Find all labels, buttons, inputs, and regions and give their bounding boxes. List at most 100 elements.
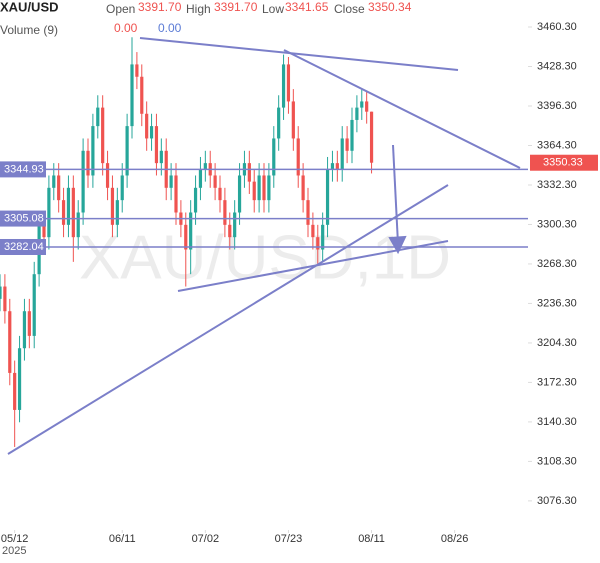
candle-body — [8, 311, 12, 373]
trend-line — [177, 240, 449, 292]
candle-body — [145, 113, 149, 139]
candle-body — [340, 138, 344, 170]
close-value: 3350.34 — [368, 0, 412, 14]
candle-body — [86, 150, 90, 176]
candle-body — [52, 175, 56, 188]
candle-body — [149, 126, 154, 139]
candle-body — [369, 111, 374, 163]
candle-body — [0, 286, 2, 299]
candle-body — [115, 200, 119, 225]
y-tick-label: 3364.30 — [537, 139, 577, 151]
candle-body — [61, 200, 66, 225]
candle-body — [130, 64, 134, 127]
candle-body — [3, 286, 7, 312]
candle-body — [135, 64, 139, 77]
y-tick-label: 3236.30 — [537, 297, 577, 309]
close-label: Close — [334, 2, 365, 16]
candle-body — [267, 175, 271, 201]
trend-line — [283, 49, 521, 169]
candle-body — [174, 175, 178, 213]
candle-body — [96, 107, 100, 127]
candle-body — [228, 224, 232, 238]
y-tick-label: 3108.30 — [537, 455, 577, 467]
high-value: 3391.70 — [214, 0, 258, 14]
candle-body — [365, 101, 369, 112]
candle-body — [257, 175, 261, 201]
candle-body — [335, 163, 339, 170]
y-tick-label: 3300.30 — [537, 218, 577, 230]
candle-body — [125, 126, 129, 176]
candle-body — [13, 372, 17, 410]
y-tick-label: 3076.30 — [537, 495, 577, 507]
x-tick-label: 06/11 — [109, 533, 136, 545]
candle-body — [291, 101, 295, 139]
arrow-head — [388, 235, 407, 255]
candle-body — [22, 311, 27, 349]
y-tick-label: 3140.30 — [537, 416, 577, 428]
candle-body — [105, 163, 110, 188]
open-label: Open — [106, 2, 135, 16]
x-tick-label: 08/26 — [441, 533, 469, 545]
level-label: 3344.93 — [4, 163, 44, 175]
candle-body — [252, 181, 256, 201]
y-tick-label: 3428.30 — [537, 60, 577, 72]
high-label: High — [186, 2, 211, 16]
candle-body — [360, 101, 364, 108]
candle-body — [66, 187, 71, 225]
volume-value: 0.00 — [158, 21, 182, 35]
x-tick-label: 07/02 — [192, 533, 220, 545]
candle-body — [120, 175, 124, 201]
open-value: 3391.70 — [138, 0, 182, 14]
candle-body — [350, 119, 354, 151]
y-tick-label: 3204.30 — [537, 337, 577, 349]
candle-body — [301, 175, 305, 201]
candle-body — [57, 175, 61, 201]
level-tag — [0, 210, 46, 227]
candle-body — [27, 311, 31, 336]
candle-body — [286, 64, 291, 102]
trend-line — [7, 184, 449, 455]
candle-body — [81, 150, 85, 213]
trend-line — [139, 37, 459, 71]
candle-body — [223, 200, 227, 225]
candle-body — [321, 224, 325, 250]
candle-body — [154, 126, 159, 164]
volume-label: Volume (9) — [0, 23, 58, 37]
y-tick-label: 3172.30 — [537, 376, 577, 388]
candle-body — [355, 107, 359, 120]
candle-body — [233, 212, 237, 238]
candle-body — [32, 274, 36, 336]
y-tick-label: 3332.30 — [537, 179, 577, 191]
candle-body — [17, 348, 22, 410]
candle-body — [277, 107, 281, 139]
y-tick-label: 3396.30 — [537, 100, 577, 112]
price-tag-label: 3350.33 — [543, 157, 583, 169]
candle-body — [316, 237, 320, 250]
candle-body — [91, 126, 95, 176]
candle-body — [247, 163, 251, 182]
candle-body — [203, 163, 207, 170]
watermark: XAU/USD,1D — [79, 223, 451, 292]
candle-body — [237, 175, 242, 213]
candle-body — [42, 224, 46, 238]
candle-body — [47, 187, 51, 238]
symbol: XAU/USD — [0, 0, 59, 14]
candle-body — [325, 169, 330, 225]
candle-body — [345, 138, 349, 151]
low-value: 3341.65 — [285, 0, 329, 14]
year-label: 2025 — [2, 545, 26, 557]
trend-lines — [7, 37, 521, 455]
x-tick-label: 08/11 — [358, 533, 385, 545]
candle-body — [330, 163, 335, 170]
candle-body — [184, 224, 188, 250]
candle-body — [159, 150, 163, 164]
candle-body — [272, 138, 276, 176]
candle-body — [71, 187, 75, 238]
arrow — [392, 144, 399, 245]
candle-body — [213, 175, 217, 188]
candle-body — [110, 187, 115, 225]
candle-body — [189, 212, 193, 250]
candle-body — [311, 224, 315, 238]
x-tick-label: 07/23 — [275, 533, 303, 545]
